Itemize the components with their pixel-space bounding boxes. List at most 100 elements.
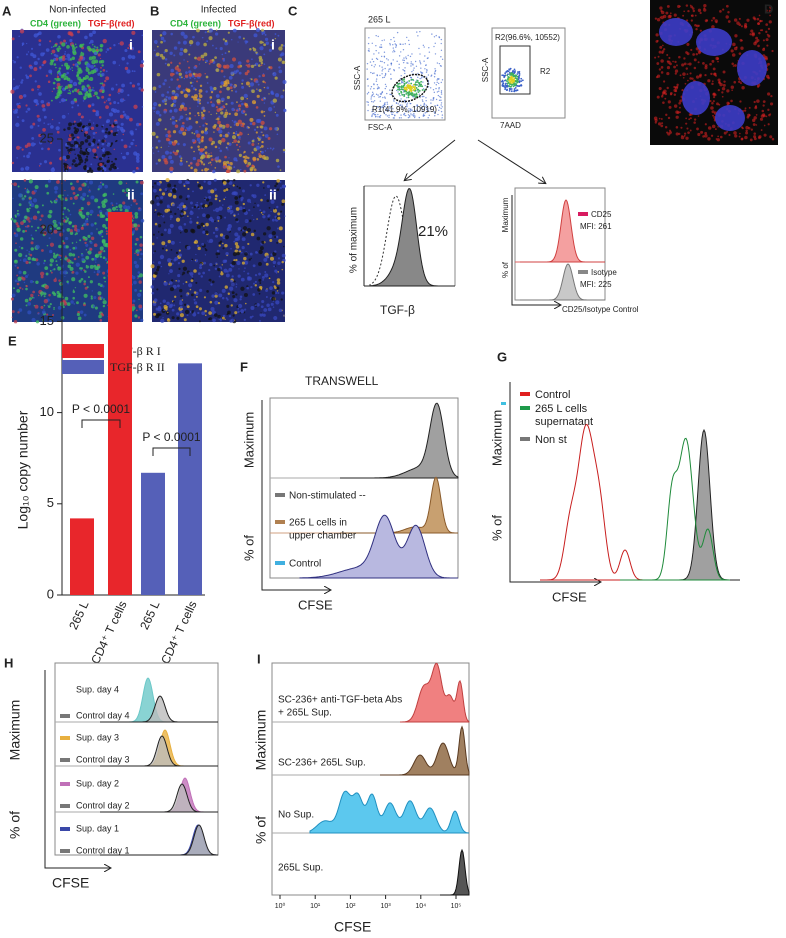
axis-label: Maximum — [241, 412, 256, 468]
cell — [13, 108, 15, 111]
cell — [212, 125, 217, 129]
cell — [97, 263, 100, 267]
event — [379, 115, 381, 118]
event — [403, 78, 406, 81]
cell — [170, 103, 174, 107]
stain-label: CD4 (green) — [170, 18, 221, 28]
cell — [40, 275, 44, 279]
cell — [215, 160, 218, 163]
cell — [100, 45, 102, 48]
nucleus — [682, 81, 710, 115]
cell — [165, 137, 170, 142]
cell — [81, 257, 85, 262]
event — [385, 85, 387, 88]
cell — [18, 252, 23, 258]
event — [404, 72, 406, 75]
cell — [101, 147, 103, 149]
cell — [237, 226, 242, 231]
stain — [688, 62, 692, 66]
cell — [267, 107, 273, 112]
cell — [114, 165, 116, 168]
cell — [246, 70, 250, 73]
cell — [77, 67, 82, 72]
event — [401, 82, 403, 84]
cell — [246, 285, 249, 288]
cell — [99, 246, 104, 251]
cell — [228, 75, 233, 80]
cell — [135, 128, 137, 131]
cell — [99, 48, 103, 52]
event — [430, 74, 433, 76]
stain — [717, 88, 720, 92]
cell — [73, 51, 76, 53]
cell — [273, 315, 278, 321]
cell — [233, 166, 236, 169]
cell — [208, 62, 211, 65]
stain — [768, 113, 771, 117]
cell — [131, 84, 136, 88]
cell — [20, 167, 24, 171]
cell — [25, 260, 29, 265]
stain — [711, 80, 714, 83]
row-label: No Sup. — [278, 810, 314, 821]
cell — [237, 213, 240, 215]
cell — [270, 43, 274, 47]
event — [390, 73, 392, 75]
cell — [203, 197, 206, 200]
event — [424, 84, 426, 87]
cell — [43, 259, 46, 262]
cell — [154, 250, 157, 253]
annotation: P < 0.0001 — [142, 430, 200, 444]
event — [385, 58, 388, 60]
event — [402, 59, 404, 61]
cell — [170, 61, 173, 64]
cell — [49, 123, 51, 125]
cell — [19, 237, 24, 241]
cell — [49, 227, 52, 230]
cell — [174, 66, 179, 71]
event — [402, 49, 405, 51]
event — [501, 84, 504, 87]
stain — [700, 130, 704, 134]
cell — [243, 93, 248, 99]
stain — [659, 45, 663, 49]
cell — [76, 179, 80, 183]
cell — [283, 314, 286, 317]
cell — [251, 151, 254, 154]
event — [433, 36, 436, 38]
event — [513, 89, 516, 92]
cell — [208, 28, 214, 33]
cell — [78, 210, 83, 216]
cell — [236, 123, 239, 126]
event — [439, 65, 442, 67]
cell — [264, 194, 267, 196]
cell — [226, 86, 230, 91]
cell — [92, 69, 97, 74]
axis-label: % of — [501, 261, 510, 278]
stain — [732, 65, 735, 67]
stain — [731, 53, 736, 57]
cell — [167, 183, 172, 188]
cell — [83, 293, 88, 298]
stain — [684, 82, 687, 85]
cell — [174, 124, 179, 128]
cell — [102, 38, 107, 44]
stain — [715, 56, 719, 61]
cell — [68, 209, 70, 212]
cell — [76, 301, 79, 305]
cell — [209, 183, 211, 185]
cell — [215, 156, 220, 161]
event — [512, 73, 515, 75]
stain — [763, 124, 766, 127]
cell — [13, 182, 18, 187]
event — [373, 87, 375, 90]
event — [420, 77, 423, 79]
cell — [154, 209, 157, 211]
cell — [274, 93, 280, 98]
cell — [235, 293, 238, 296]
cell — [262, 232, 267, 236]
cell — [259, 246, 264, 251]
cell — [69, 58, 73, 61]
cell — [29, 65, 34, 70]
stain — [704, 19, 708, 23]
